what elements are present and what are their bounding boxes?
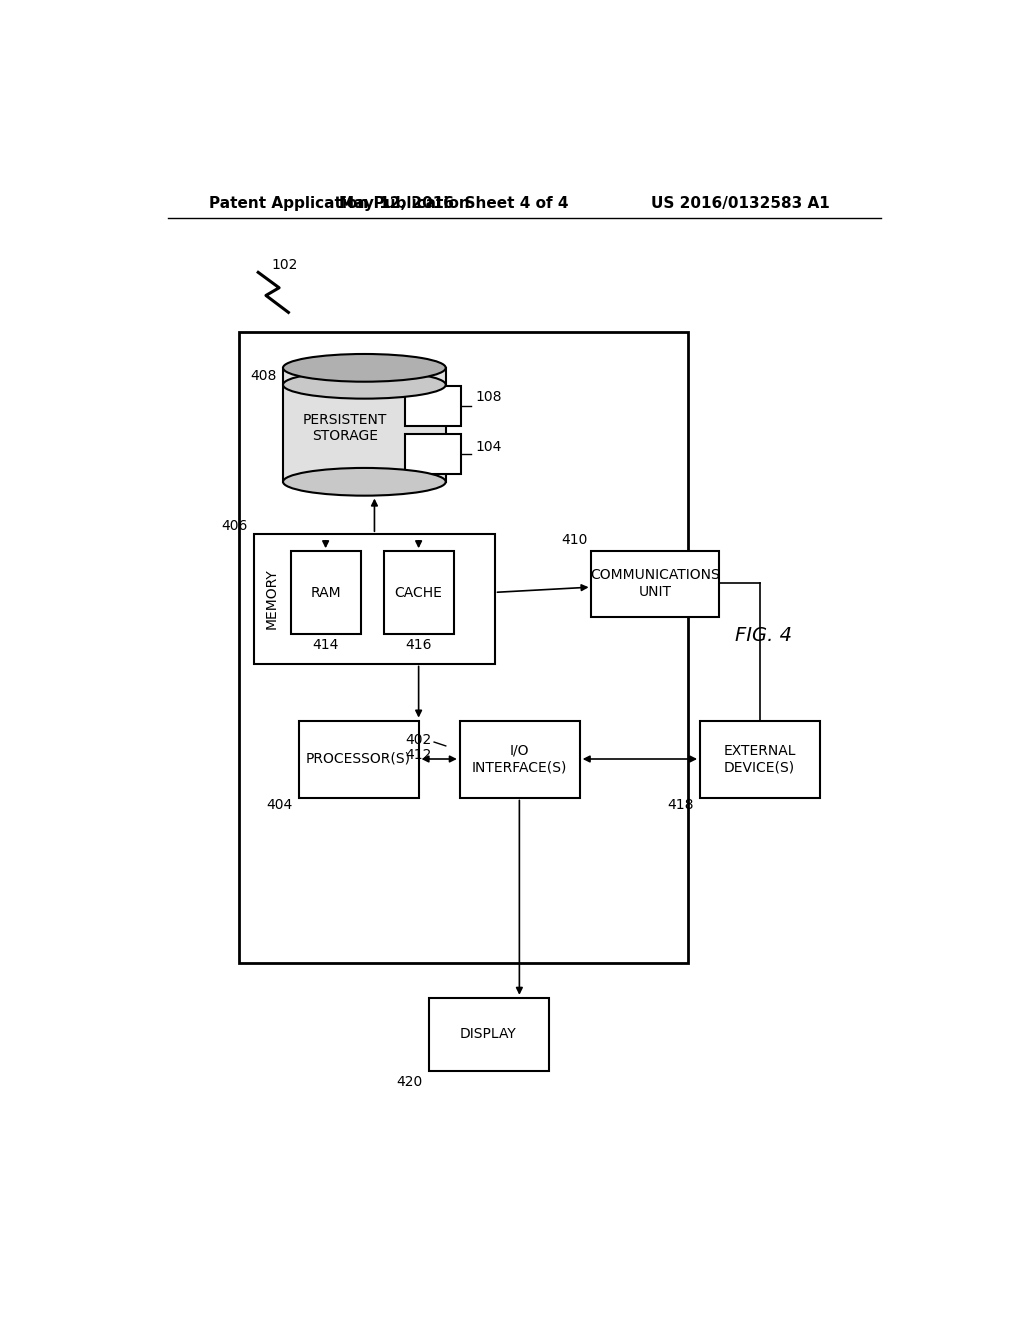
Text: 404: 404 — [266, 799, 292, 812]
Text: DISPLAY: DISPLAY — [460, 1027, 517, 1041]
Text: Patent Application Publication: Patent Application Publication — [209, 195, 470, 211]
Text: 104: 104 — [475, 440, 502, 454]
Bar — [239, 331, 688, 964]
Text: 408: 408 — [251, 368, 276, 383]
Ellipse shape — [283, 354, 445, 381]
Bar — [429, 998, 549, 1071]
Text: RAM: RAM — [310, 586, 341, 599]
Text: 416: 416 — [406, 638, 432, 652]
Text: 108: 108 — [475, 391, 502, 404]
Text: US 2016/0132583 A1: US 2016/0132583 A1 — [651, 195, 829, 211]
Bar — [700, 721, 820, 797]
Bar — [460, 721, 580, 797]
Text: COMMUNICATIONS
UNIT: COMMUNICATIONS UNIT — [590, 569, 720, 598]
Bar — [406, 385, 461, 425]
Text: 420: 420 — [396, 1074, 423, 1089]
Text: FIG. 4: FIG. 4 — [735, 626, 792, 645]
Bar — [291, 552, 360, 635]
Bar — [254, 535, 495, 664]
Bar — [592, 552, 719, 616]
Bar — [406, 434, 461, 474]
Bar — [384, 552, 454, 635]
Bar — [299, 721, 419, 797]
Text: EXTERNAL
DEVICE(S): EXTERNAL DEVICE(S) — [723, 744, 796, 774]
Text: PROCESSOR(S): PROCESSOR(S) — [306, 752, 411, 766]
Text: PERSISTENT
STORAGE: PERSISTENT STORAGE — [303, 413, 387, 444]
Ellipse shape — [283, 371, 445, 399]
Text: May 12, 2016  Sheet 4 of 4: May 12, 2016 Sheet 4 of 4 — [339, 195, 568, 211]
Text: I/O
INTERFACE(S): I/O INTERFACE(S) — [472, 744, 567, 774]
Text: 414: 414 — [312, 638, 339, 652]
Ellipse shape — [283, 469, 445, 496]
Text: MEMORY: MEMORY — [264, 569, 279, 630]
Text: 406: 406 — [222, 520, 248, 533]
Text: 402: 402 — [406, 733, 432, 747]
Text: CACHE: CACHE — [394, 586, 442, 599]
Text: 102: 102 — [271, 257, 298, 272]
Text: 412: 412 — [406, 748, 432, 762]
Bar — [283, 368, 445, 482]
Text: 410: 410 — [561, 533, 588, 548]
Text: 418: 418 — [668, 799, 693, 812]
